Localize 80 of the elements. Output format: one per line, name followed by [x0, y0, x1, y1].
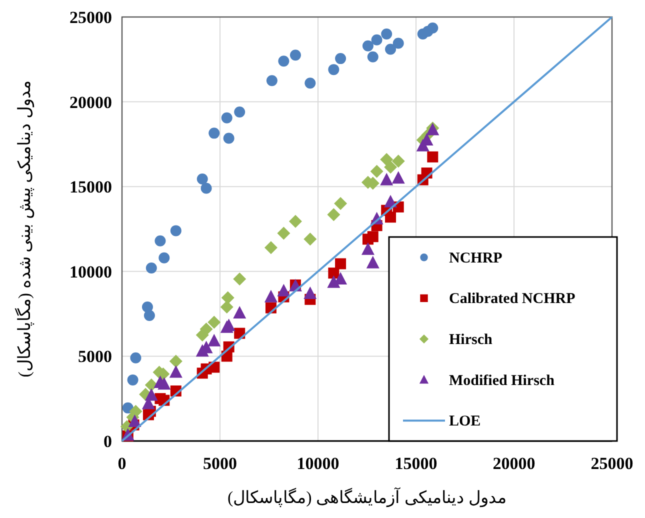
- point: [158, 252, 170, 264]
- point: [371, 34, 382, 46]
- legend-label: Calibrated NCHRP: [449, 291, 576, 308]
- x-tick-label: 15000: [394, 454, 438, 473]
- point: [335, 258, 346, 270]
- x-tick-label: 0: [118, 454, 126, 473]
- point: [385, 212, 396, 223]
- y-tick-label: 25000: [70, 8, 112, 27]
- point: [144, 388, 158, 401]
- x-tick-label: 20000: [492, 454, 536, 473]
- x-tick-label: 10000: [296, 454, 340, 473]
- x-tick-label: 25000: [590, 454, 634, 473]
- point: [381, 28, 392, 40]
- point: [170, 225, 182, 236]
- point: [367, 231, 378, 242]
- point: [380, 152, 394, 166]
- point: [304, 78, 316, 89]
- legend-label: Modified Hirsch: [449, 372, 556, 389]
- point: [427, 22, 438, 34]
- point: [366, 256, 380, 268]
- point: [129, 404, 142, 418]
- point: [130, 352, 142, 364]
- x-axis-title: مدول دینامیکی آزمایشگاهی (مگاپاسکال): [227, 486, 507, 508]
- point: [277, 226, 290, 240]
- point: [327, 208, 340, 222]
- point: [367, 51, 378, 62]
- legend-label: Hirsch: [449, 332, 493, 348]
- point: [361, 242, 374, 255]
- point: [266, 75, 278, 86]
- point: [264, 290, 278, 302]
- point: [221, 112, 232, 124]
- point: [154, 235, 166, 246]
- point: [208, 316, 221, 329]
- point: [128, 414, 142, 427]
- point: [277, 284, 290, 296]
- point: [144, 310, 155, 321]
- point: [385, 44, 396, 55]
- point: [370, 164, 384, 178]
- point: [392, 171, 405, 184]
- point: [169, 365, 182, 378]
- point: [380, 172, 394, 186]
- point: [427, 151, 438, 162]
- point: [335, 53, 346, 64]
- point: [220, 300, 234, 314]
- point: [362, 40, 374, 52]
- x-tick-label: 5000: [203, 454, 237, 473]
- point: [304, 286, 317, 299]
- point: [200, 322, 213, 336]
- point: [304, 232, 317, 246]
- legend-label: LOE: [449, 414, 481, 430]
- point: [200, 182, 212, 194]
- point: [264, 241, 278, 254]
- point: [278, 56, 290, 67]
- y-tick-label: 15000: [70, 178, 112, 197]
- y-tick-label: 20000: [70, 92, 112, 112]
- point: [208, 128, 220, 139]
- point: [384, 160, 398, 174]
- point: [233, 272, 246, 286]
- point: [196, 173, 208, 184]
- point: [221, 291, 234, 304]
- point: [169, 354, 182, 368]
- y-tick-label: 5000: [78, 347, 112, 366]
- point: [334, 197, 348, 210]
- y-tick-label: 0: [104, 432, 112, 451]
- point: [127, 374, 138, 386]
- point: [392, 154, 405, 168]
- point: [290, 50, 301, 61]
- y-tick-label: 10000: [70, 262, 112, 282]
- point: [288, 214, 302, 228]
- point: [146, 262, 157, 274]
- point: [334, 272, 348, 285]
- point: [234, 106, 246, 118]
- point: [328, 64, 340, 76]
- point: [208, 334, 221, 346]
- legend-label: NCHRP: [449, 250, 502, 266]
- y-axis-title: مدول دینامیکی پیش بینی شده (مگاپاسکال): [14, 80, 35, 378]
- point: [223, 132, 234, 144]
- point: [392, 38, 404, 49]
- point: [233, 306, 246, 318]
- point: [158, 377, 171, 390]
